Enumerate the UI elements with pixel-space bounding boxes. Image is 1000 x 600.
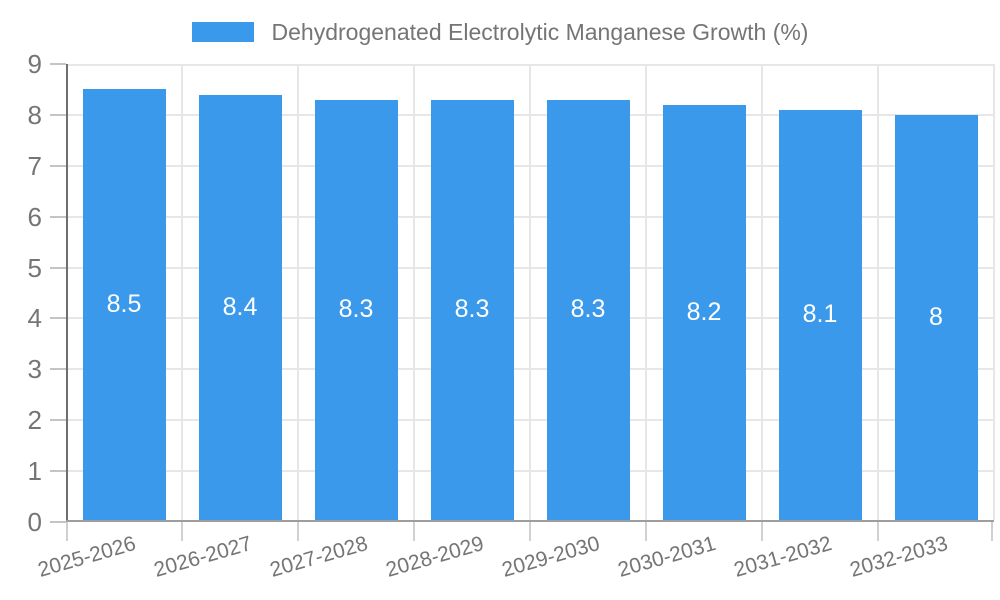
v-gridline (645, 64, 647, 520)
y-axis-tick-label: 3 (27, 354, 42, 385)
bar-value-label: 8.4 (222, 292, 258, 321)
bar[interactable]: 8.3 (430, 99, 514, 520)
v-gridline (877, 64, 879, 520)
bar-value-label: 8.3 (338, 295, 374, 324)
x-axis-tick (413, 522, 415, 541)
y-axis-tick-label: 7 (27, 150, 42, 181)
x-axis-tick (991, 522, 993, 541)
h-gridline (68, 419, 994, 422)
x-axis-tick (645, 522, 647, 541)
y-axis-tick (50, 215, 66, 218)
bar-value-label: 8 (929, 302, 943, 331)
bar[interactable]: 8.3 (314, 99, 398, 520)
v-gridline (993, 64, 995, 520)
bar[interactable]: 8.2 (662, 104, 746, 520)
v-gridline (181, 64, 183, 520)
y-axis-tick (50, 419, 66, 422)
y-axis-tick (50, 521, 66, 523)
h-gridline (68, 317, 994, 320)
y-axis-tick (50, 164, 66, 167)
bar-value-label: 8.2 (686, 297, 722, 326)
y-axis-tick (50, 113, 66, 116)
v-gridline (761, 64, 763, 520)
bar-value-label: 8.5 (106, 290, 142, 319)
y-axis-tick (50, 317, 66, 320)
plot-area: 0 1 2 3 4 5 6 7 8 9 8.5 2025-2026 8.4 2026-2027 8.3 202… (28, 49, 995, 582)
bar[interactable]: 8.5 (82, 89, 166, 520)
x-axis-tick (297, 522, 299, 541)
y-axis-tick (50, 368, 66, 371)
y-axis-tick (50, 470, 66, 473)
y-axis-tick-label: 2 (27, 405, 42, 436)
v-gridline (297, 64, 299, 520)
x-axis-tick (761, 522, 763, 541)
bar[interactable]: 8.1 (778, 109, 862, 520)
bar[interactable]: 8.4 (198, 94, 282, 520)
bar[interactable]: 8.3 (546, 99, 630, 520)
h-gridline (68, 368, 994, 371)
h-gridline (68, 164, 994, 167)
v-gridline (413, 64, 415, 520)
bar-value-label: 8.3 (570, 295, 606, 324)
bar-value-label: 8.1 (802, 300, 838, 329)
h-gridline (68, 113, 994, 116)
v-gridline (529, 64, 531, 520)
y-axis-tick-label: 6 (27, 201, 42, 232)
x-axis-line (66, 520, 994, 522)
x-axis-tick (529, 522, 531, 541)
bar[interactable]: 8 (894, 114, 978, 520)
y-axis-tick-label: 0 (27, 507, 42, 537)
y-axis-tick (50, 266, 66, 269)
h-gridline (68, 64, 994, 66)
chart-legend: Dehydrogenated Electrolytic Manganese Gr… (0, 12, 1000, 52)
bar-value-label: 8.3 (454, 295, 490, 324)
y-axis-tick-label: 5 (27, 252, 42, 283)
y-axis-line (66, 64, 68, 522)
legend-label: Dehydrogenated Electrolytic Manganese Gr… (271, 18, 809, 45)
y-axis-tick-label: 1 (27, 456, 42, 487)
h-gridline (68, 215, 994, 218)
legend-swatch (191, 22, 254, 42)
y-axis-tick (50, 63, 66, 65)
x-axis-tick (66, 522, 68, 541)
h-gridline (68, 470, 994, 473)
h-gridline (68, 266, 994, 269)
y-axis-tick-label: 4 (27, 303, 42, 334)
x-axis-tick (181, 522, 183, 541)
y-axis-tick-label: 9 (27, 49, 42, 79)
y-axis-tick-label: 8 (27, 99, 42, 130)
x-axis-tick (877, 522, 879, 541)
